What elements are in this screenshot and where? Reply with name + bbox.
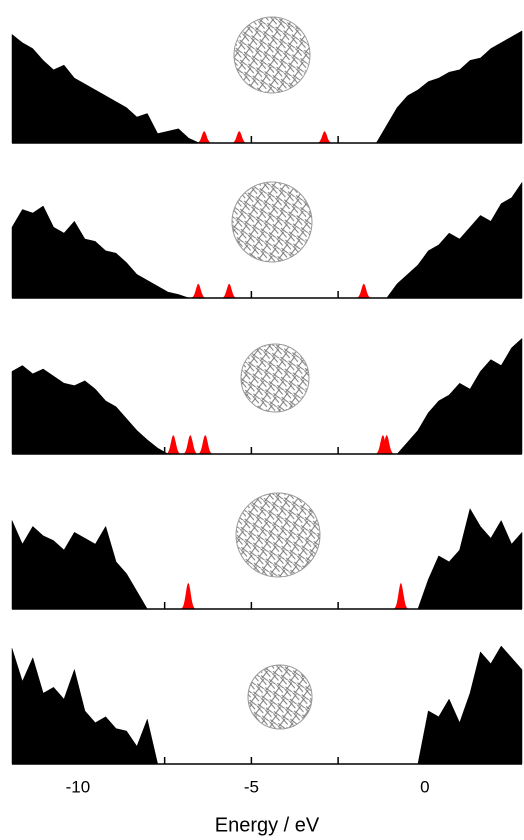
cluster-image [241,344,309,412]
cluster-image [248,665,312,729]
x-tick-label: -5 [244,777,259,796]
defect-peak [197,435,214,454]
defect-peak [190,284,207,298]
x-tick-label: -10 [66,777,91,796]
x-tick-label: 0 [420,777,429,796]
defect-peak [180,583,197,609]
defect-peak [165,435,182,454]
defect-peak [316,131,333,143]
defect-peak [196,131,213,143]
defect-peak [182,435,199,454]
cluster-image [236,493,320,577]
cluster-image [234,17,310,93]
cluster-image [232,182,312,262]
defect-peak [221,284,238,298]
chart: -10 -5 0 Energy / eV [0,0,524,840]
cluster-images [232,17,320,729]
x-axis-title: Energy / eV [215,814,320,836]
defect-peak [355,284,372,298]
defect-peak [392,583,409,609]
defect-peak [231,131,248,143]
